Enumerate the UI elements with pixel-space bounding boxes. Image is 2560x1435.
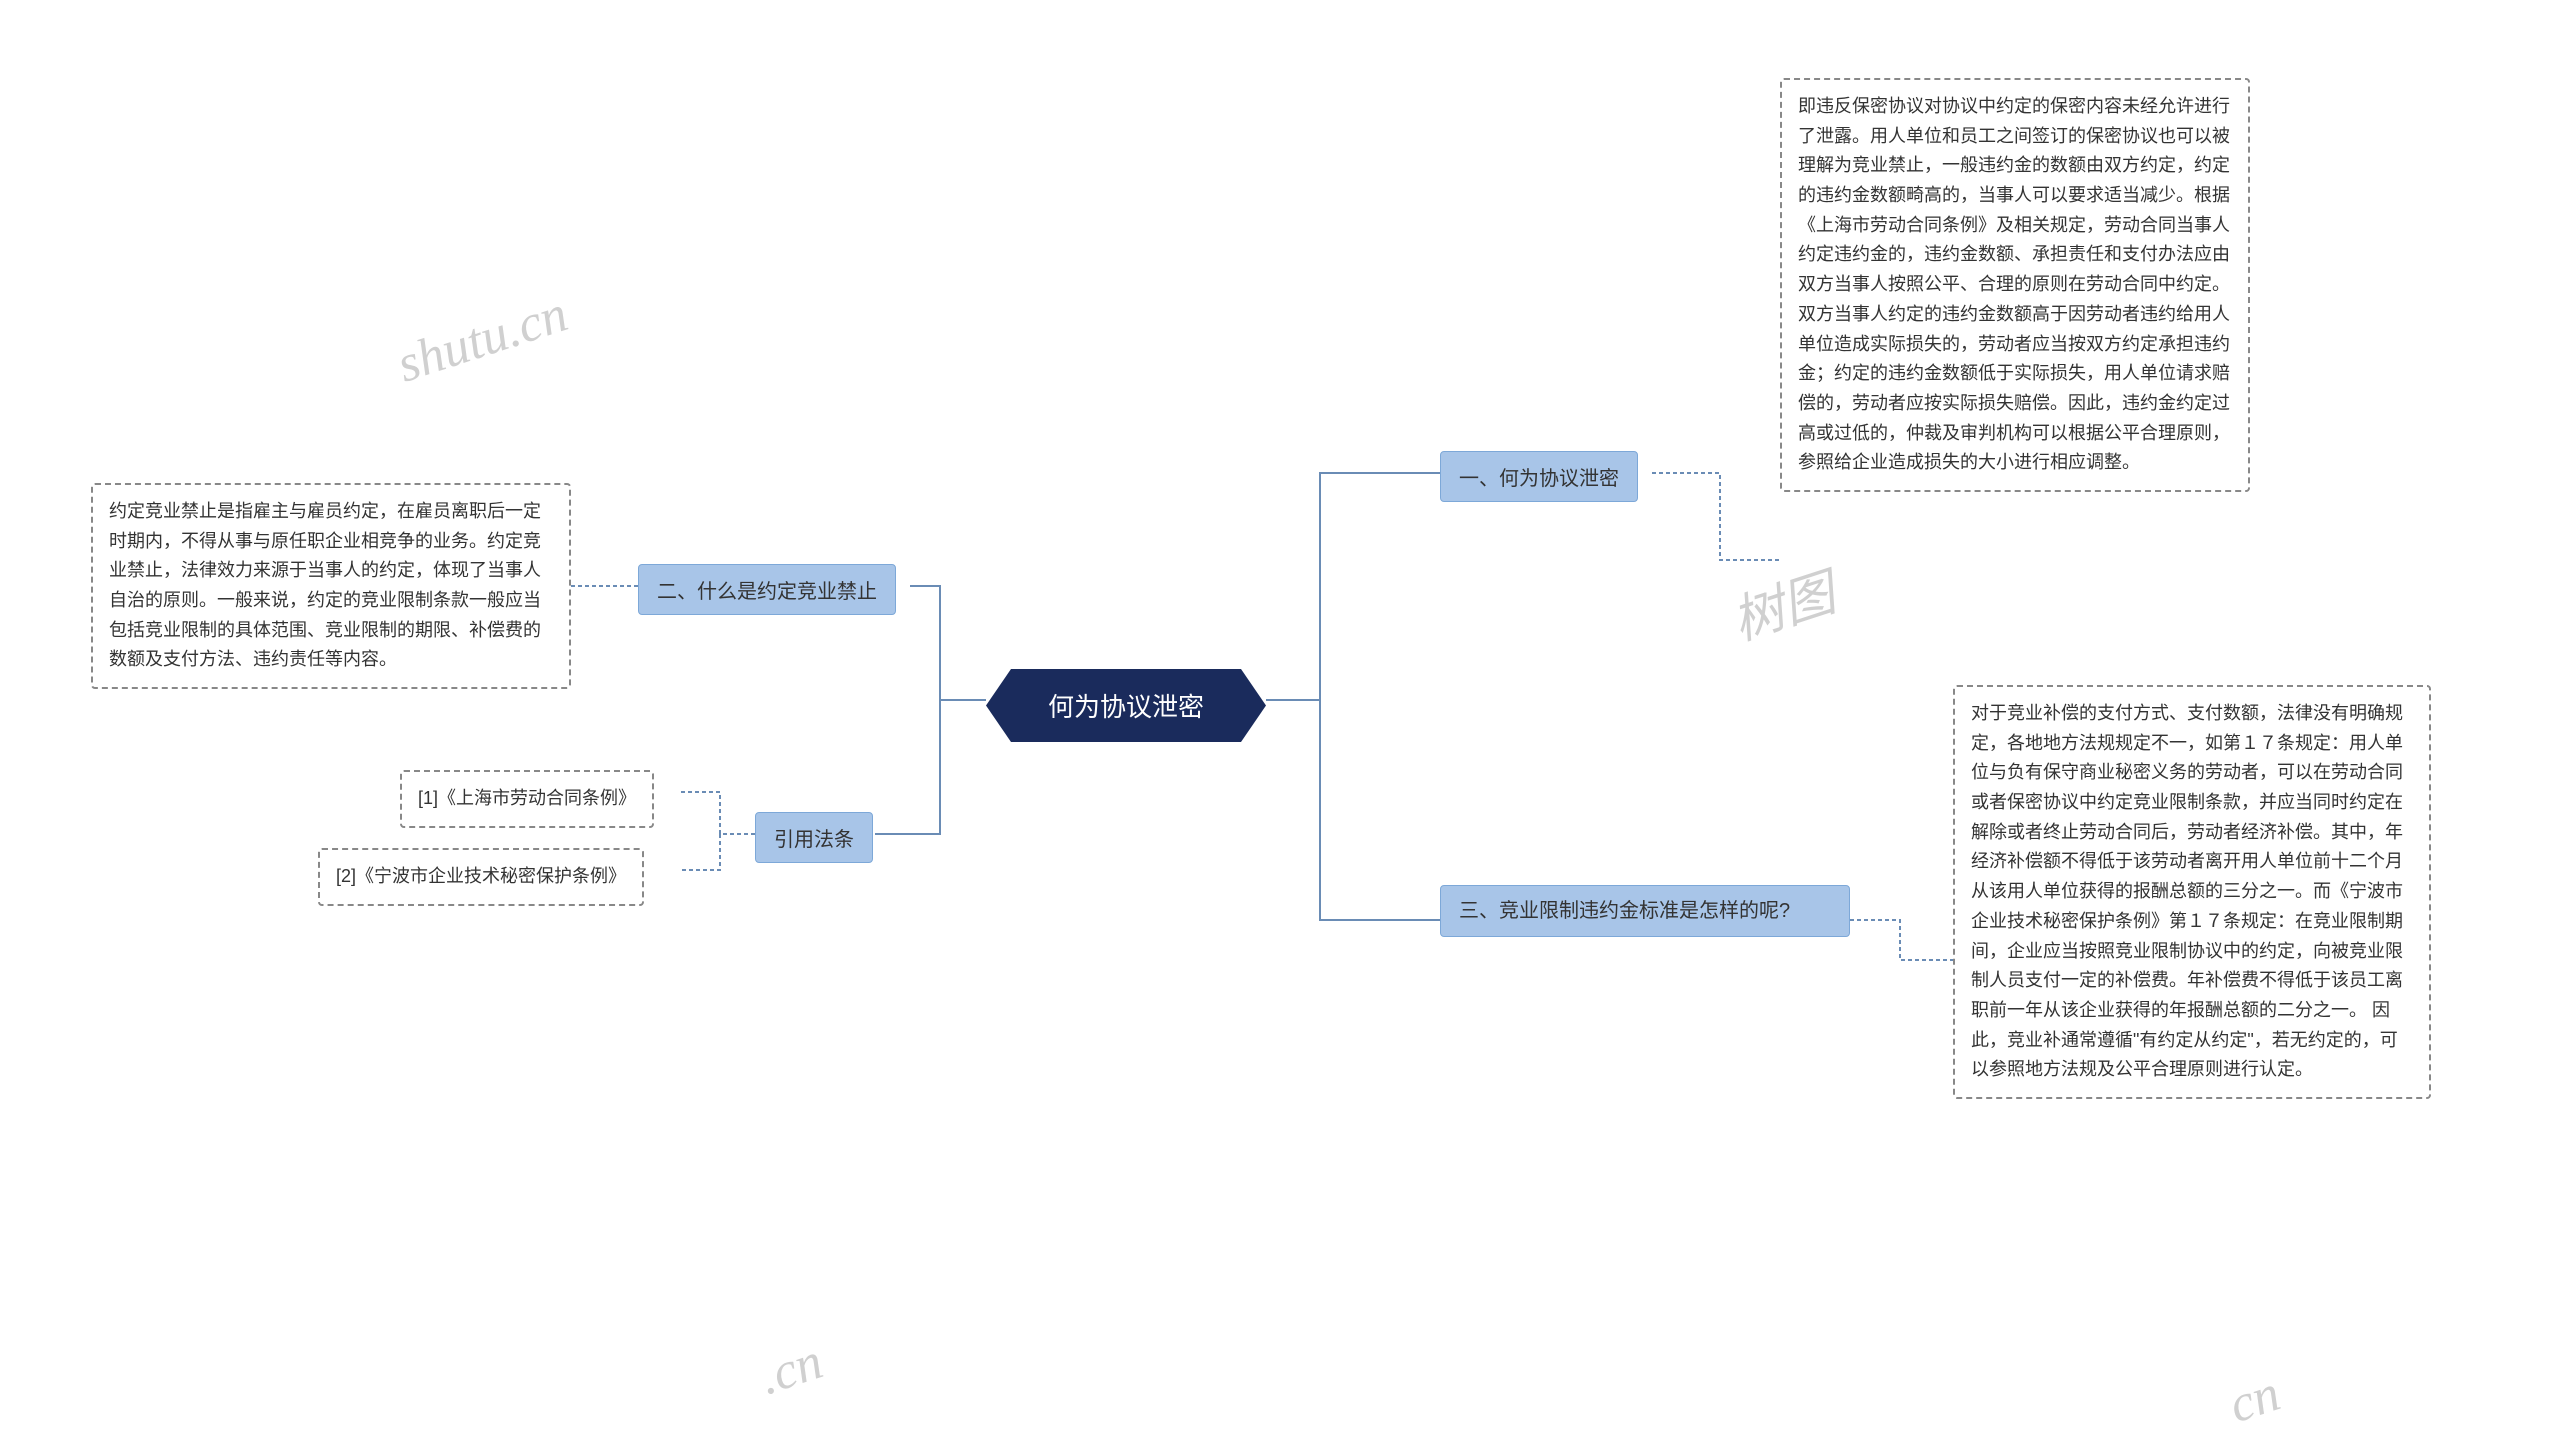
watermark: 树图 — [1721, 551, 1843, 654]
branch-node-left1[interactable]: 二、什么是约定竞业禁止 — [638, 564, 896, 615]
branch-node-left2[interactable]: 引用法条 — [755, 812, 873, 863]
detail-node-left1: 约定竞业禁止是指雇主与雇员约定，在雇员离职后一定时期内，不得从事与原任职企业相竞… — [91, 483, 571, 689]
detail-node-left2-child2: [2]《宁波市企业技术秘密保护条例》 — [318, 848, 644, 906]
watermark: cn — [2222, 1364, 2287, 1435]
watermark: shutu.cn — [390, 284, 574, 394]
detail-node-left2-child1: [1]《上海市劳动合同条例》 — [400, 770, 654, 828]
center-node[interactable]: 何为协议泄密 — [986, 669, 1266, 742]
branch-node-right1[interactable]: 一、何为协议泄密 — [1440, 451, 1638, 502]
watermark: .cn — [752, 1332, 829, 1407]
branch-node-right2[interactable]: 三、竞业限制违约金标准是怎样的呢? — [1440, 885, 1850, 937]
detail-node-right2: 对于竞业补偿的支付方式、支付数额，法律没有明确规定，各地地方法规规定不一，如第１… — [1953, 685, 2431, 1099]
detail-node-right1: 即违反保密协议对协议中约定的保密内容未经允许进行了泄露。用人单位和员工之间签订的… — [1780, 78, 2250, 492]
